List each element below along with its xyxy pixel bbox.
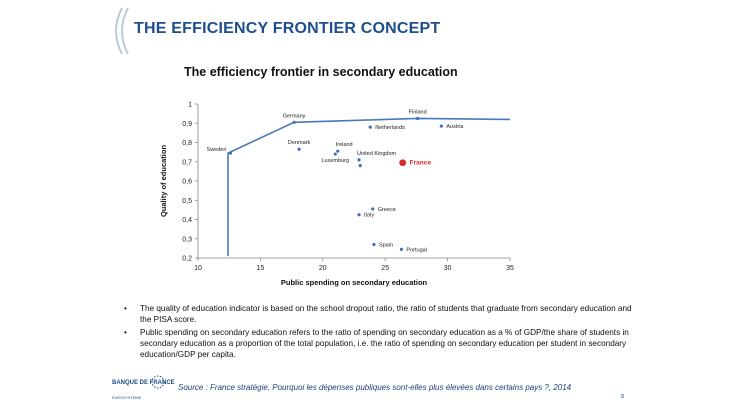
y-tick-label: 0,6 — [182, 179, 192, 186]
x-tick-label: 30 — [444, 265, 452, 272]
note-public-spending: Public spending on secondary education r… — [122, 327, 634, 360]
data-label: Portugal — [406, 247, 427, 253]
x-axis-title: Public spending on secondary education — [281, 278, 428, 287]
data-label: Netherlands — [375, 125, 405, 131]
page-number: 8 — [621, 394, 625, 400]
logo-stars-icon — [151, 375, 165, 389]
data-label: Luxemburg — [322, 158, 350, 164]
y-tick-label: 0,2 — [182, 256, 192, 263]
y-tick-label: 0,5 — [182, 198, 192, 205]
data-point — [371, 207, 375, 211]
y-tick-label: 0,7 — [182, 159, 192, 166]
data-label: Ireland — [336, 142, 353, 148]
data-point — [297, 147, 301, 151]
data-point — [372, 242, 376, 247]
data-point — [357, 213, 361, 217]
data-point — [336, 149, 340, 153]
data-point — [292, 120, 296, 124]
logo-name: BANQUE DE FRANCE — [112, 380, 175, 386]
efficiency-frontier-line — [227, 117, 511, 257]
y-tick-label: 0,4 — [182, 217, 192, 224]
data-label: Germany — [283, 113, 306, 119]
notes-list: The quality of education indicator is ba… — [122, 303, 634, 362]
data-point — [357, 158, 361, 162]
data-point — [358, 164, 362, 168]
y-tick-label: 0,8 — [182, 140, 192, 147]
data-label: United Kingdom — [357, 151, 397, 157]
data-label: Greece — [378, 207, 396, 213]
x-tick-label: 15 — [257, 265, 265, 272]
x-tick-label: 35 — [506, 265, 514, 272]
data-point — [228, 151, 233, 155]
banque-de-france-logo: BANQUE DE FRANCE EUROSYSTÈME — [112, 375, 175, 408]
data-label: Sweden — [207, 147, 227, 153]
data-point — [399, 247, 404, 251]
data-point — [439, 124, 443, 128]
data-point — [333, 152, 337, 156]
title-bracket-ornament — [115, 7, 129, 55]
data-label: Spain — [379, 243, 393, 249]
x-tick-label: 25 — [381, 265, 389, 272]
data-label: Finland — [409, 109, 427, 115]
x-tick-label: 10 — [194, 265, 202, 272]
y-axis-title: Quality of education — [159, 145, 168, 218]
efficiency-frontier-chart: 0,2 0,3 0,4 0,5 0,6 0,7 0,8 0,9 1 10 15 20 25 30 35 Pub… — [159, 102, 514, 288]
data-point — [368, 125, 372, 129]
note-quality-indicator: The quality of education indicator is ba… — [122, 303, 634, 325]
data-label: Austria — [446, 124, 464, 130]
slide-title: THE EFFICIENCY FRONTIER CONCEPT — [134, 20, 441, 37]
y-tick-label: 1 — [188, 102, 192, 109]
data-label: Italy — [364, 213, 374, 219]
logo-subtitle: EUROSYSTÈME — [112, 396, 142, 400]
data-point-highlight — [399, 159, 407, 167]
data-point — [416, 116, 420, 121]
chart-title: The efficiency frontier in secondary edu… — [184, 65, 458, 79]
y-tick-label: 0,3 — [182, 236, 192, 243]
data-label-highlight: France — [410, 160, 432, 167]
source-citation: Source : France stratégie, Pourquoi les … — [178, 383, 572, 392]
x-tick-label: 20 — [319, 265, 327, 272]
y-tick-label: 0,9 — [182, 121, 192, 128]
data-label: Denmark — [288, 140, 311, 146]
